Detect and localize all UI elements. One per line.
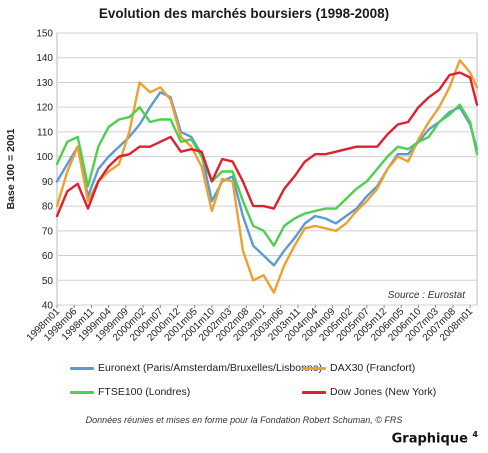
legend-item-1: Euronext (Paris/Amsterdam/Bruxelles/Lisb… xyxy=(70,362,322,374)
source-annotation: Source : Eurostat xyxy=(388,290,466,301)
footnote: Données réunies et mises en forme pour l… xyxy=(85,415,403,425)
series-line-3 xyxy=(55,103,479,247)
graph-label-sup: 4 xyxy=(472,430,478,439)
y-tick-label: 40 xyxy=(42,301,54,312)
y-tick-label: 60 xyxy=(42,251,54,262)
y-tick-label: 90 xyxy=(42,177,54,188)
y-tick-label: 120 xyxy=(36,103,53,114)
legend-label: Euronext (Paris/Amsterdam/Bruxelles/Lisb… xyxy=(98,362,323,374)
y-tick-label: 100 xyxy=(36,152,53,163)
series-line-4 xyxy=(55,71,479,218)
legend-label: Dow Jones (New York) xyxy=(330,386,437,398)
y-tick-label: 110 xyxy=(37,127,53,138)
y-tick-label: 150 xyxy=(36,29,53,40)
legend-swatch xyxy=(302,366,326,370)
series-lines xyxy=(55,59,479,294)
legend-item-4: Dow Jones (New York) xyxy=(302,386,436,398)
y-axis-label: Base 100 = 2001 xyxy=(5,128,17,209)
x-axis-ticks: 1998m011998m061998m111999m041999m092000m… xyxy=(25,305,476,344)
chart-title: Evolution des marchés boursiers (1998-20… xyxy=(98,6,390,21)
graph-label: Graphique 4 xyxy=(392,430,478,446)
legend-item-3: FTSE100 (Londres) xyxy=(70,386,190,398)
y-tick-label: 80 xyxy=(42,202,54,213)
legend-swatch xyxy=(70,366,94,370)
legend-swatch xyxy=(302,390,326,394)
legend-label: DAX30 (Francfort) xyxy=(330,362,416,374)
gridlines xyxy=(57,32,477,306)
y-tick-label: 130 xyxy=(36,78,53,89)
y-tick-label: 140 xyxy=(36,53,53,64)
legend-swatch xyxy=(70,390,94,394)
y-tick-label: 70 xyxy=(42,226,54,237)
legend-item-2: DAX30 (Francfort) xyxy=(302,362,415,374)
plot-background xyxy=(56,32,478,306)
series-line-2 xyxy=(55,59,479,294)
legend-label: FTSE100 (Londres) xyxy=(98,386,191,398)
y-axis-ticks: 40 50 60 70 80 90 100 110 120 130 140 150 xyxy=(36,29,53,312)
graph-label-text: Graphique xyxy=(391,431,473,447)
y-tick-label: 50 xyxy=(42,276,54,287)
